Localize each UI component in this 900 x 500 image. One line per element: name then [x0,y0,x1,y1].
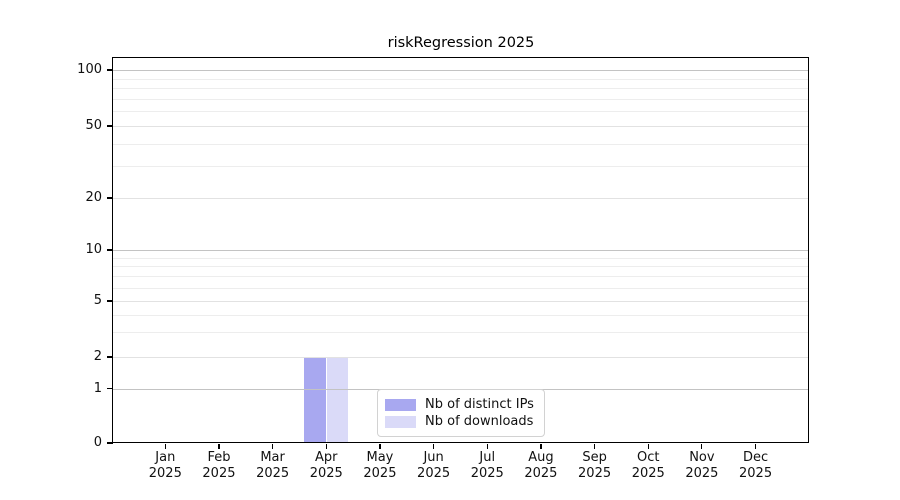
x-tick-jan [164,444,166,449]
gridline-sub-2 [113,357,809,358]
legend-label-downloads: Nb of downloads [425,414,534,429]
x-tick-label-year-mar: 2025 [256,466,290,481]
x-tick-label-mar: Mar 2025 [243,450,303,482]
gridline-sub-5 [113,301,809,302]
gridline-minor-6 [113,287,809,289]
x-tick-label-jul: Jul 2025 [457,450,517,482]
y-tick-1 [106,387,113,390]
y-tick-0 [106,442,113,444]
chart-title: riskRegression 2025 [387,35,535,51]
x-tick-aug [540,444,542,449]
x-tick-oct [647,444,649,449]
gridline-minor-60 [113,111,809,113]
legend-swatch-downloads-icon [385,415,416,428]
y-tick-100 [106,69,113,71]
y-tick-label-0: 0 [93,435,102,450]
x-tick-jul [486,444,488,449]
legend-label-distinct-ips: Nb of distinct IPs [425,397,534,412]
y-tick-label-50: 50 [85,118,102,133]
gridline-minor-30 [113,166,809,168]
x-tick-label-year-jul: 2025 [470,466,504,481]
x-tick-label-year-jan: 2025 [148,466,182,481]
gridline-major-100 [113,70,809,71]
bar-distinct-ips-apr [303,357,326,443]
gridline-minor-70 [113,98,809,100]
gridline-minor-8 [113,266,809,268]
y-tick-5 [106,300,113,302]
x-tick-label-month-may: May [366,450,394,465]
bar-downloads-apr [326,357,348,443]
y-tick-label-100: 100 [77,62,102,77]
x-tick-label-year-feb: 2025 [202,466,236,481]
x-tick-label-feb: Feb 2025 [189,450,249,482]
x-tick-label-jan: Jan 2025 [135,450,195,482]
x-tick-label-year-oct: 2025 [631,466,665,481]
x-tick-label-month-apr: Apr [315,450,338,465]
x-tick-label-month-dec: Dec [742,450,769,465]
y-tick-10 [106,249,113,251]
x-tick-nov [701,444,703,449]
gridline-minor-3 [113,332,809,334]
x-tick-label-month-jun: Jun [423,450,444,465]
x-tick-label-year-sep: 2025 [578,466,612,481]
x-tick-label-may: May 2025 [350,450,410,482]
x-tick-label-month-sep: Sep [582,450,607,465]
x-tick-label-month-mar: Mar [260,450,285,465]
x-tick-label-year-nov: 2025 [685,466,719,481]
x-tick-label-year-aug: 2025 [524,466,558,481]
x-tick-may [379,444,381,449]
x-tick-label-year-apr: 2025 [309,466,343,481]
x-tick-label-month-aug: Aug [528,450,554,465]
y-tick-50 [106,125,113,127]
x-tick-label-oct: Oct 2025 [618,450,678,482]
legend: Nb of distinct IPs Nb of downloads [377,389,545,437]
x-tick-label-nov: Nov 2025 [672,450,732,482]
legend-entry-distinct-ips: Nb of distinct IPs [385,397,534,412]
x-tick-label-month-oct: Oct [636,450,660,465]
gridline-minor-90 [113,78,809,80]
gridline-minor-7 [113,276,809,278]
x-tick-feb [218,444,220,449]
x-tick-apr [325,444,327,449]
x-tick-label-jun: Jun 2025 [404,450,464,482]
x-tick-label-aug: Aug 2025 [511,450,571,482]
x-tick-jun [433,444,435,449]
gridline-major-10 [113,250,809,251]
y-tick-label-5: 5 [93,293,102,308]
y-tick-label-10: 10 [85,242,102,257]
x-tick-label-month-jan: Jan [155,450,176,465]
gridline-sub-50 [113,126,809,127]
y-tick-label-1: 1 [93,380,102,396]
y-tick-2 [106,356,113,358]
legend-swatch-distinct-ips-icon [385,398,416,411]
x-tick-label-year-jun: 2025 [417,466,451,481]
x-tick-label-sep: Sep 2025 [565,450,625,482]
gridline-minor-4 [113,314,809,316]
gridline-minor-9 [113,257,809,259]
x-tick-label-month-feb: Feb [207,450,231,465]
x-tick-label-month-jul: Jul [479,450,496,465]
y-tick-label-20: 20 [85,190,102,205]
x-tick-label-month-nov: Nov [689,450,715,465]
x-tick-mar [272,444,274,449]
gridline-minor-40 [113,143,809,145]
y-tick-label-2: 2 [93,349,102,364]
x-tick-label-apr: Apr 2025 [296,450,356,482]
x-tick-dec [754,444,757,449]
x-tick-label-dec: Dec 2025 [726,450,786,482]
gridline-sub-20 [113,198,809,199]
x-tick-sep [593,444,596,449]
gridline-minor-80 [113,88,809,90]
y-tick-20 [106,197,113,199]
x-tick-label-year-may: 2025 [363,466,397,481]
legend-entry-downloads: Nb of downloads [385,414,534,429]
x-tick-label-year-dec: 2025 [739,466,773,481]
